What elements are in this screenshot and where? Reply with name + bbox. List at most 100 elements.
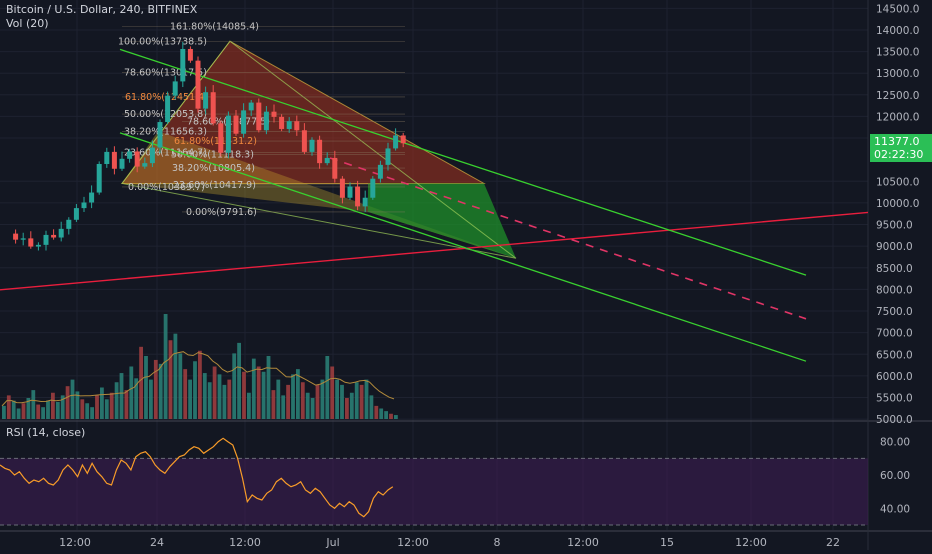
volume-bar xyxy=(100,387,104,419)
volume-bar xyxy=(46,400,50,419)
price-axis-label: 10500.0 xyxy=(876,176,919,188)
volume-bar xyxy=(247,392,251,419)
channel-lower-line xyxy=(119,132,807,362)
price-axis-label: 6000.0 xyxy=(876,371,913,383)
grid-lines xyxy=(0,0,868,530)
volume-bar xyxy=(75,391,80,419)
volume-bar xyxy=(310,398,315,419)
volume-bar xyxy=(31,390,36,419)
candle-body xyxy=(73,208,79,220)
volume-bar xyxy=(256,366,261,419)
volume-bar xyxy=(305,392,310,419)
channel-upper-line xyxy=(119,48,807,276)
volume-bar xyxy=(271,390,276,419)
volume-bar xyxy=(345,398,349,419)
volume-bar xyxy=(168,340,173,419)
time-axis-label: 8 xyxy=(494,536,501,549)
volume-bar xyxy=(55,401,60,419)
candle-body xyxy=(35,244,41,247)
volume-bar xyxy=(320,379,325,419)
volume-bar xyxy=(384,411,388,419)
fib-level-label: 38.20%(10805.4) xyxy=(172,163,255,174)
candle-body xyxy=(111,151,117,169)
candle-body xyxy=(347,186,353,198)
price-axis-label: 8500.0 xyxy=(876,263,913,275)
candle-body xyxy=(165,95,171,123)
candle-body xyxy=(393,135,399,149)
candle-body xyxy=(400,135,406,144)
volume-bar xyxy=(266,356,271,419)
volume-bar xyxy=(36,404,41,419)
candle-body xyxy=(355,186,361,207)
rsi-axis-label: 80.00 xyxy=(880,437,910,449)
rsi-legend[interactable]: RSI (14, close) xyxy=(6,426,86,439)
candle-body xyxy=(309,139,315,152)
candle-body xyxy=(127,151,133,159)
volume-bar xyxy=(124,390,129,419)
time-axis-label: 15 xyxy=(660,536,674,549)
price-axis-label: 14000.0 xyxy=(876,25,919,37)
volume-bar xyxy=(26,398,31,419)
fib-level-label: 0.00%(10369.7) xyxy=(128,182,205,193)
volume-bar xyxy=(114,382,119,419)
candle-body xyxy=(20,238,26,240)
volume-bar xyxy=(251,358,256,419)
volume-bar xyxy=(153,359,158,419)
candle-body xyxy=(51,234,57,238)
volume-bar xyxy=(198,350,202,419)
volume-bar xyxy=(11,400,16,419)
price-axis-label: 9000.0 xyxy=(876,241,913,253)
time-axis-label: 12:00 xyxy=(567,536,599,549)
volume-bar xyxy=(217,374,222,419)
time-axis-label: 12:00 xyxy=(735,536,767,549)
candle-body xyxy=(233,115,239,134)
volume-legend[interactable]: Vol (20) xyxy=(6,17,49,30)
time-axis-label: Jul xyxy=(325,536,339,549)
candle-body xyxy=(370,178,376,198)
symbol-title[interactable]: Bitcoin / U.S. Dollar, 240, BITFINEX xyxy=(6,3,198,16)
candle-body xyxy=(149,147,155,164)
candle-body xyxy=(28,238,34,247)
volume-bar xyxy=(359,384,364,419)
candle-body xyxy=(172,81,178,96)
trend-line xyxy=(0,211,869,291)
volume-bar xyxy=(163,314,168,419)
volume-bar xyxy=(335,379,339,419)
candle-body xyxy=(187,48,193,61)
candle-body xyxy=(43,234,49,245)
harmonic-outline xyxy=(121,40,517,259)
volume-bar xyxy=(144,356,148,419)
volume-bar xyxy=(149,379,153,419)
volume-bar xyxy=(291,374,295,419)
candle-body xyxy=(58,228,64,238)
volume-bar xyxy=(354,382,359,419)
price-axis-label: 5000.0 xyxy=(876,414,913,426)
fib-level-label: 23.60%(10417.9) xyxy=(173,180,256,191)
candle-body xyxy=(332,157,338,179)
volume-bar xyxy=(193,361,197,419)
candle-body xyxy=(294,121,300,131)
candle-body xyxy=(119,158,125,169)
volume-bar xyxy=(95,395,99,419)
projection-dashed-line xyxy=(329,157,807,320)
price-axis-label: 7000.0 xyxy=(876,328,913,340)
candle-body xyxy=(263,111,269,131)
volume-bar xyxy=(349,392,354,419)
rsi-axis-label: 40.00 xyxy=(880,503,910,515)
volume-bar xyxy=(202,373,207,419)
price-axis-label: 13500.0 xyxy=(876,47,919,59)
volume-bar xyxy=(129,366,134,419)
candle-body xyxy=(279,116,285,129)
price-axis-label: 5500.0 xyxy=(876,393,913,405)
fib-level-label: 61.80%(11431.2) xyxy=(174,136,257,147)
candle-body xyxy=(225,115,231,153)
candle-body xyxy=(180,48,186,82)
volume-bar xyxy=(222,384,227,419)
time-axis-label: 22 xyxy=(826,536,840,549)
volume-bar xyxy=(173,333,178,419)
volume-bar xyxy=(2,405,6,419)
volume-bar xyxy=(60,395,65,419)
candle-body xyxy=(286,121,292,129)
